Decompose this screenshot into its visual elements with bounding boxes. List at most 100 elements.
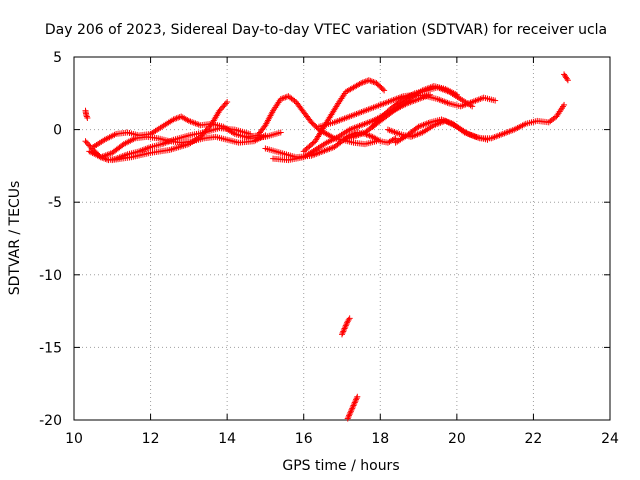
data-point xyxy=(119,142,126,149)
data-point xyxy=(207,122,214,129)
data-point xyxy=(350,402,357,409)
data-points xyxy=(82,71,571,422)
y-axis: 5 0 -5 -10 -15 -20 xyxy=(39,50,610,429)
data-point xyxy=(343,321,350,328)
y-tick-label: 5 xyxy=(53,50,62,66)
data-point xyxy=(220,103,227,110)
data-point xyxy=(353,396,360,403)
data-point xyxy=(484,136,491,143)
data-point xyxy=(564,77,571,84)
x-axis: 10 12 14 16 18 20 22 24 xyxy=(65,57,619,447)
data-point xyxy=(346,315,353,322)
data-point xyxy=(83,112,90,119)
data-point xyxy=(197,133,204,140)
data-point xyxy=(385,107,392,114)
data-point xyxy=(345,414,352,421)
data-point xyxy=(198,132,205,139)
data-point xyxy=(199,130,206,137)
data-point xyxy=(376,116,383,123)
y-tick-label: 0 xyxy=(53,123,62,139)
y-tick-label: -20 xyxy=(39,413,62,429)
y-tick-label: -15 xyxy=(39,340,62,356)
plot-frame xyxy=(73,56,611,421)
data-point xyxy=(340,328,347,335)
data-point xyxy=(349,403,356,410)
data-point xyxy=(379,86,386,93)
x-tick-label: 18 xyxy=(371,431,389,447)
plot-border xyxy=(73,56,611,421)
data-point xyxy=(342,324,349,331)
data-point xyxy=(460,128,467,135)
data-point xyxy=(373,119,380,126)
data-point xyxy=(561,101,568,108)
y-axis-title: SDTVAR / TECUs xyxy=(7,181,23,296)
chart-title: Day 206 of 2023, Sidereal Day-to-day VTE… xyxy=(45,22,607,38)
data-point xyxy=(303,145,310,152)
data-point xyxy=(309,140,316,147)
data-point xyxy=(347,408,354,415)
x-tick-label: 14 xyxy=(218,431,236,447)
data-point xyxy=(342,322,349,329)
data-point xyxy=(339,331,345,338)
data-point xyxy=(369,123,376,130)
data-point xyxy=(83,139,90,146)
data-point xyxy=(339,329,346,336)
y-tick-label: -5 xyxy=(48,195,62,211)
data-point xyxy=(219,104,226,111)
data-point xyxy=(277,129,284,136)
data-point xyxy=(203,126,210,133)
data-point xyxy=(306,143,313,150)
x-tick-label: 16 xyxy=(295,431,313,447)
data-point xyxy=(378,113,385,120)
data-point xyxy=(206,123,213,130)
data-point xyxy=(563,75,570,82)
x-tick-label: 10 xyxy=(65,431,83,447)
data-point xyxy=(354,393,361,400)
data-point xyxy=(380,112,387,119)
data-point xyxy=(216,107,223,114)
data-point xyxy=(224,99,231,106)
data-point xyxy=(492,97,499,104)
data-point xyxy=(377,114,384,121)
data-point xyxy=(351,399,358,406)
data-point xyxy=(398,97,405,104)
data-point xyxy=(217,106,224,113)
data-point xyxy=(374,117,381,124)
data-point xyxy=(384,108,391,115)
data-point xyxy=(205,125,211,132)
x-tick-label: 20 xyxy=(448,431,466,447)
data-point xyxy=(302,147,309,154)
y-tick-label: -10 xyxy=(39,268,62,284)
x-tick-label: 24 xyxy=(601,431,619,447)
data-point xyxy=(305,144,312,151)
data-point xyxy=(201,129,208,136)
x-axis-title: GPS time / hours xyxy=(282,458,399,474)
data-point xyxy=(351,401,358,408)
data-point xyxy=(344,415,351,422)
data-point xyxy=(469,103,476,110)
data-point xyxy=(349,405,356,412)
data-point xyxy=(261,123,268,130)
data-point xyxy=(340,326,347,333)
data-point xyxy=(372,120,379,127)
data-point xyxy=(82,138,89,145)
data-point xyxy=(346,412,353,419)
data-point xyxy=(348,406,355,413)
data-point xyxy=(202,128,209,135)
data-point xyxy=(381,111,388,118)
x-tick-label: 22 xyxy=(525,431,543,447)
data-point xyxy=(86,142,93,149)
data-point xyxy=(222,100,229,107)
data-point xyxy=(83,113,90,120)
data-point xyxy=(383,109,390,116)
data-point xyxy=(341,325,348,332)
data-point xyxy=(414,124,421,131)
data-point xyxy=(353,395,360,402)
data-point xyxy=(347,409,354,416)
data-point xyxy=(85,141,92,148)
data-point xyxy=(300,148,307,155)
data-point xyxy=(352,398,359,405)
data-point xyxy=(345,316,352,323)
